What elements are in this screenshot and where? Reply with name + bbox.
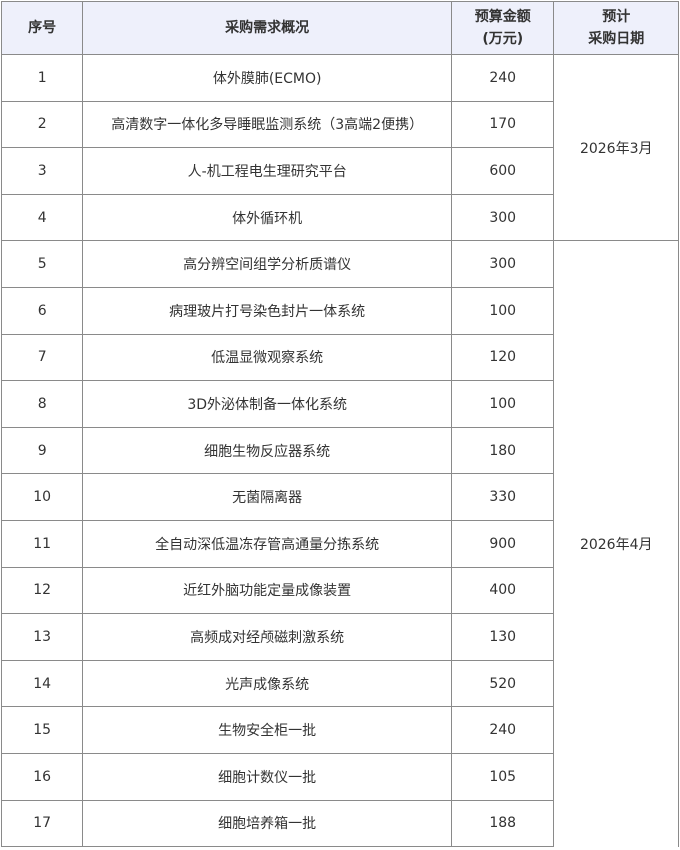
- cell-no: 14: [0, 659, 84, 708]
- header-date-line1: 预计: [602, 9, 631, 25]
- cell-desc: 光声成像系统: [82, 659, 452, 708]
- header-desc: 采购需求概况: [82, 1, 452, 55]
- cell-desc: 高清数字一体化多导睡眠监测系统（3高端2便携）: [82, 100, 452, 149]
- cell-purchase-date: 2026年3月: [553, 53, 679, 242]
- table-row: 12 近红外脑功能定量成像装置 400: [0, 566, 679, 615]
- cell-budget: 300: [450, 240, 555, 288]
- cell-desc: 细胞培养箱一批: [82, 799, 452, 848]
- cell-no: 4: [0, 193, 84, 242]
- header-budget: 预算金额 (万元): [450, 1, 555, 55]
- table-row: 6 病理玻片打号染色封片一体系统 100: [0, 286, 679, 335]
- header-date: 预计 采购日期: [553, 1, 679, 55]
- cell-budget: 105: [450, 752, 555, 801]
- cell-no: 13: [0, 613, 84, 661]
- cell-budget: 330: [450, 473, 555, 521]
- cell-no: 6: [0, 286, 84, 335]
- table-row: 11 全自动深低温冻存管高通量分拣系统 900: [0, 519, 679, 568]
- cell-desc: 高频成对经颅磁刺激系统: [82, 613, 452, 661]
- cell-desc: 细胞计数仪一批: [82, 752, 452, 801]
- header-row: 序号 采购需求概况 预算金额 (万元) 预计采购日期: [0, 1, 679, 55]
- cell-budget: 600: [450, 147, 555, 195]
- table-row: 17 细胞培养箱一批 188: [0, 799, 679, 848]
- table-row: 14 光声成像系统 520: [0, 659, 679, 708]
- cell-desc: 全自动深低温冻存管高通量分拣系统: [82, 519, 452, 568]
- table-row: 7 低温显微观察系统 120: [0, 333, 679, 382]
- cell-budget: 170: [450, 100, 555, 149]
- table-row: 1 体外膜肺(ECMO) 240 2026年3月: [0, 53, 679, 242]
- cell-budget: 240: [450, 54, 555, 102]
- cell-no: 8: [0, 380, 84, 428]
- header-date-line2: 采购日期: [588, 31, 645, 47]
- cell-no: 16: [0, 752, 84, 801]
- cell-budget: 100: [450, 286, 555, 335]
- cell-no: 1: [0, 54, 84, 102]
- table-row: 3 人-机工程电生理研究平台 600: [0, 147, 679, 195]
- cell-no: 12: [0, 566, 84, 615]
- cell-desc: 人-机工程电生理研究平台: [82, 147, 452, 195]
- cell-budget: 120: [450, 333, 555, 382]
- cell-desc: 低温显微观察系统: [82, 333, 452, 382]
- cell-desc: 体外膜肺(ECMO): [82, 54, 452, 102]
- table-row: 16 细胞计数仪一批 105: [0, 752, 679, 801]
- cell-desc: 高分辨空间组学分析质谱仪: [82, 240, 452, 288]
- cell-budget: 900: [450, 519, 555, 568]
- cell-budget: 188: [450, 799, 555, 848]
- table-row: 2 高清数字一体化多导睡眠监测系统（3高端2便携） 170: [0, 100, 679, 149]
- header-budget-line1: 预算金额: [474, 9, 531, 25]
- table-row: 5 高分辨空间组学分析质谱仪 300 2026年4月: [0, 240, 679, 847]
- cell-no: 15: [0, 706, 84, 754]
- cell-no: 3: [0, 147, 84, 195]
- cell-no: 10: [0, 473, 84, 521]
- cell-desc: 无菌隔离器: [82, 473, 452, 521]
- header-no: 序号: [0, 1, 84, 55]
- cell-budget: 100: [450, 380, 555, 428]
- cell-no: 11: [0, 519, 84, 568]
- cell-budget: 520: [450, 659, 555, 708]
- cell-no: 7: [0, 333, 84, 382]
- cell-budget: 180: [450, 426, 555, 475]
- cell-no: 9: [0, 426, 84, 475]
- cell-desc: 病理玻片打号染色封片一体系统: [82, 286, 452, 335]
- cell-budget: 300: [450, 193, 555, 242]
- cell-desc: 3D外泌体制备一体化系统: [82, 380, 452, 428]
- cell-no: 2: [0, 100, 84, 149]
- cell-no: 5: [0, 240, 84, 288]
- cell-desc: 生物安全柜一批: [82, 706, 452, 754]
- cell-desc: 近红外脑功能定量成像装置: [82, 566, 452, 615]
- table-row: 9 细胞生物反应器系统 180: [0, 426, 679, 475]
- cell-desc: 体外循环机: [82, 193, 452, 242]
- header-budget-line2: (万元): [482, 31, 524, 47]
- cell-budget: 130: [450, 613, 555, 661]
- cell-desc: 细胞生物反应器系统: [82, 426, 452, 475]
- cell-purchase-date: 2026年4月: [553, 240, 679, 847]
- cell-budget: 240: [450, 706, 555, 754]
- cell-no: 17: [0, 799, 84, 848]
- cell-budget: 400: [450, 566, 555, 615]
